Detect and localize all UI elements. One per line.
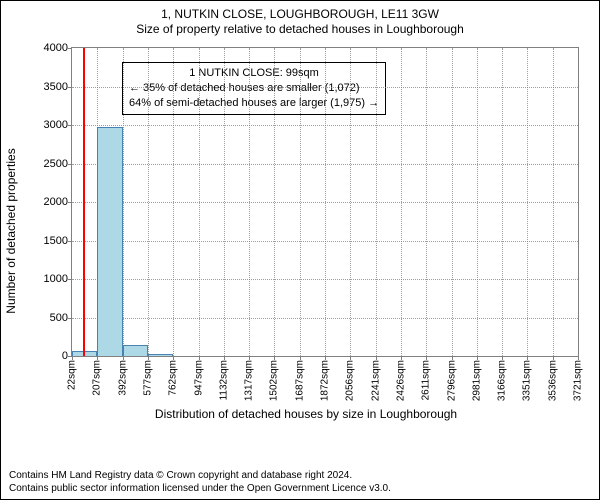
x-gridline <box>527 48 528 356</box>
y-tick-mark <box>68 125 72 126</box>
x-axis-label: Distribution of detached houses by size … <box>155 407 457 421</box>
chart-title: 1, NUTKIN CLOSE, LOUGHBOROUGH, LE11 3GW <box>1 7 599 22</box>
y-tick-mark <box>68 279 72 280</box>
y-tick-mark <box>68 318 72 319</box>
x-gridline <box>249 48 250 356</box>
annotation-box: 1 NUTKIN CLOSE: 99sqm ← 35% of detached … <box>122 62 386 115</box>
y-tick-mark <box>68 87 72 88</box>
histogram-bar <box>148 354 173 356</box>
x-tick-label: 2796sqm <box>446 360 457 401</box>
x-tick-label: 2426sqm <box>395 360 406 401</box>
x-gridline <box>199 48 200 356</box>
x-tick-label: 1872sqm <box>320 360 331 401</box>
x-tick-label: 762sqm <box>168 360 179 396</box>
x-tick-label: 3536sqm <box>547 360 558 401</box>
y-tick-label: 500 <box>50 312 68 324</box>
x-tick-label: 392sqm <box>117 360 128 396</box>
x-gridline <box>224 48 225 356</box>
annotation-line-3: 64% of semi-detached houses are larger (… <box>129 96 379 111</box>
x-gridline <box>325 48 326 356</box>
histogram-bar <box>97 127 122 356</box>
x-gridline <box>274 48 275 356</box>
y-tick-label: 4000 <box>44 42 68 54</box>
y-tick-label: 2000 <box>44 196 68 208</box>
annotation-line-2: ← 35% of detached houses are smaller (1,… <box>129 81 379 96</box>
x-gridline <box>123 48 124 356</box>
x-gridline <box>426 48 427 356</box>
x-gridline <box>376 48 377 356</box>
footer-line-2: Contains public sector information licen… <box>9 483 591 496</box>
x-tick-label: 1317sqm <box>244 360 255 401</box>
footer: Contains HM Land Registry data © Crown c… <box>9 470 591 495</box>
x-tick-label: 947sqm <box>193 360 204 396</box>
chart-subtitle: Size of property relative to detached ho… <box>1 22 599 37</box>
x-gridline <box>477 48 478 356</box>
x-gridline <box>148 48 149 356</box>
y-tick-label: 3000 <box>44 119 68 131</box>
y-tick-label: 2500 <box>44 158 68 170</box>
x-tick-label: 2611sqm <box>421 360 432 400</box>
property-marker-line <box>83 48 85 356</box>
x-gridline <box>401 48 402 356</box>
annotation-line-1: 1 NUTKIN CLOSE: 99sqm <box>129 66 379 81</box>
y-tick-mark <box>68 241 72 242</box>
y-axis-label: Number of detached properties <box>4 148 18 313</box>
x-tick-label: 3166sqm <box>497 360 508 401</box>
x-gridline <box>350 48 351 356</box>
x-gridline <box>452 48 453 356</box>
figure-frame: 1, NUTKIN CLOSE, LOUGHBOROUGH, LE11 3GW … <box>0 0 600 500</box>
x-tick-label: 3351sqm <box>522 360 533 401</box>
y-tick-mark <box>68 202 72 203</box>
y-tick-mark <box>68 48 72 49</box>
y-tick-label: 1000 <box>44 273 68 285</box>
x-tick-label: 207sqm <box>92 360 103 396</box>
histogram-bar <box>123 345 148 356</box>
x-tick-label: 1132sqm <box>218 360 229 400</box>
x-tick-label: 3721sqm <box>573 360 584 401</box>
y-tick-label: 1500 <box>44 235 68 247</box>
x-tick-label: 2981sqm <box>471 360 482 401</box>
x-gridline <box>300 48 301 356</box>
plot-area: 1 NUTKIN CLOSE: 99sqm ← 35% of detached … <box>71 47 579 357</box>
x-gridline <box>502 48 503 356</box>
y-tick-label: 3500 <box>44 81 68 93</box>
x-tick-label: 577sqm <box>142 360 153 396</box>
x-tick-label: 2241sqm <box>370 360 381 401</box>
footer-line-1: Contains HM Land Registry data © Crown c… <box>9 470 591 483</box>
x-gridline <box>553 48 554 356</box>
x-gridline <box>173 48 174 356</box>
chart-area: Number of detached properties 1 NUTKIN C… <box>27 41 585 421</box>
x-tick-label: 22sqm <box>67 360 78 390</box>
x-tick-label: 1502sqm <box>269 360 280 401</box>
x-tick-label: 2056sqm <box>345 360 356 401</box>
y-tick-mark <box>68 164 72 165</box>
x-tick-label: 1687sqm <box>294 360 305 401</box>
